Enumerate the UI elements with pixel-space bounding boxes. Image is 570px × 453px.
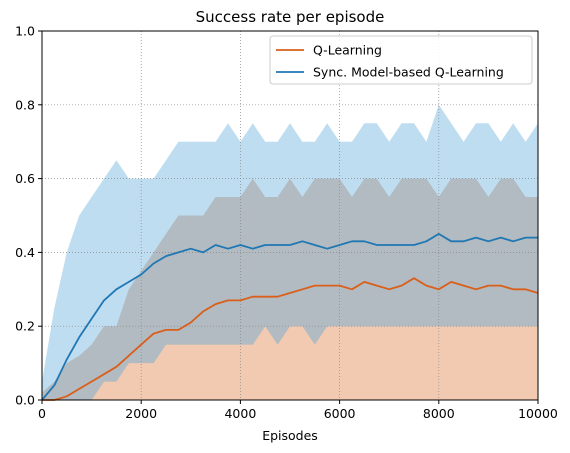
legend-box [269,35,533,85]
chart-title: Success rate per episode [196,8,385,26]
series-line-1 [41,233,538,401]
y-tick-label: 0.4 [15,245,35,260]
x-tick-label: 10000 [518,406,558,421]
y-tick-label: 0.0 [15,393,35,408]
axis-ticks: 0 2000 4000 6000 8000 10000 0.0 0.2 0.4 0.6 0.8 1.0 [15,24,558,422]
series-lines [41,233,539,401]
band-overlap [42,178,538,400]
y-tick-label: 1.0 [15,24,35,39]
series-line-0 [42,277,539,401]
legend: Q-Learning Sync. Model-based Q-Learning [269,35,533,85]
legend-label-1: Sync. Model-based Q-Learning [313,65,504,80]
x-tick-label: 8000 [423,406,455,421]
legend-label-0: Q-Learning [313,43,382,58]
variance-bands [42,104,538,401]
plot-frame [41,30,539,401]
y-tick-label: 0.6 [15,171,35,186]
x-tick-label: 6000 [324,406,356,421]
x-tick-label: 2000 [125,406,157,421]
x-axis-label: Episodes [262,428,318,443]
x-tick-label: 0 [38,406,46,421]
y-tick-label: 0.8 [15,97,35,112]
x-tick-label: 4000 [224,406,256,421]
y-tick-label: 0.2 [15,319,35,334]
